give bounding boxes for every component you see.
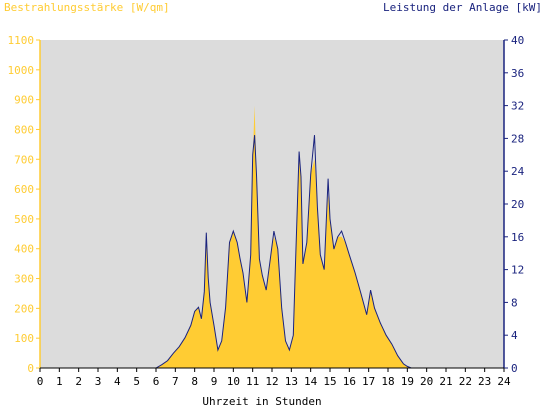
left-tick-label: 100 <box>14 332 34 345</box>
right-axis-title: Leistung der Anlage [kW] <box>383 1 542 14</box>
x-tick-label: 16 <box>343 375 356 388</box>
left-tick-label: 800 <box>14 123 34 136</box>
x-tick-label: 22 <box>459 375 472 388</box>
x-tick-label: 19 <box>401 375 414 388</box>
left-tick-label: 700 <box>14 153 34 166</box>
right-tick-label: 16 <box>511 231 524 244</box>
x-tick-label: 5 <box>133 375 140 388</box>
left-tick-label: 600 <box>14 183 34 196</box>
x-tick-label: 20 <box>420 375 433 388</box>
left-tick-label: 0 <box>27 362 34 375</box>
x-tick-label: 3 <box>95 375 102 388</box>
irradiance-area <box>40 105 504 368</box>
x-tick-label: 24 <box>497 375 511 388</box>
right-tick-label: 28 <box>511 132 524 145</box>
power-line <box>40 135 504 369</box>
x-axis-title: Uhrzeit in Stunden <box>202 395 321 408</box>
x-tick-label: 18 <box>381 375 394 388</box>
x-tick-label: 8 <box>191 375 198 388</box>
x-tick-label: 4 <box>114 375 121 388</box>
left-tick-label: 300 <box>14 273 34 286</box>
x-tick-label: 23 <box>478 375 491 388</box>
x-tick-label: 21 <box>439 375 452 388</box>
x-tick-label: 10 <box>227 375 240 388</box>
x-tick-label: 6 <box>153 375 160 388</box>
left-tick-label: 200 <box>14 302 34 315</box>
x-tick-label: 11 <box>246 375 259 388</box>
x-tick-label: 1 <box>56 375 63 388</box>
right-tick-label: 32 <box>511 100 524 113</box>
right-tick-label: 4 <box>511 329 518 342</box>
x-tick-label: 0 <box>37 375 44 388</box>
left-axis-title: Bestrahlungsstärke [W/qm] <box>4 1 170 14</box>
left-tick-label: 1100 <box>8 34 35 47</box>
right-tick-label: 40 <box>511 34 524 47</box>
x-tick-label: 2 <box>75 375 82 388</box>
x-tick-label: 7 <box>172 375 179 388</box>
right-tick-label: 24 <box>511 165 525 178</box>
right-tick-label: 12 <box>511 264 524 277</box>
left-tick-label: 900 <box>14 94 34 107</box>
right-tick-label: 20 <box>511 198 524 211</box>
x-tick-label: 17 <box>362 375 375 388</box>
right-tick-label: 36 <box>511 67 524 80</box>
right-tick-label: 0 <box>511 362 518 375</box>
x-tick-label: 9 <box>211 375 218 388</box>
x-tick-label: 14 <box>304 375 318 388</box>
right-tick-label: 8 <box>511 296 518 309</box>
left-tick-label: 400 <box>14 243 34 256</box>
left-tick-label: 500 <box>14 213 34 226</box>
x-tick-label: 15 <box>323 375 336 388</box>
x-tick-label: 13 <box>285 375 298 388</box>
left-tick-label: 1000 <box>8 64 35 77</box>
x-tick-label: 12 <box>265 375 278 388</box>
